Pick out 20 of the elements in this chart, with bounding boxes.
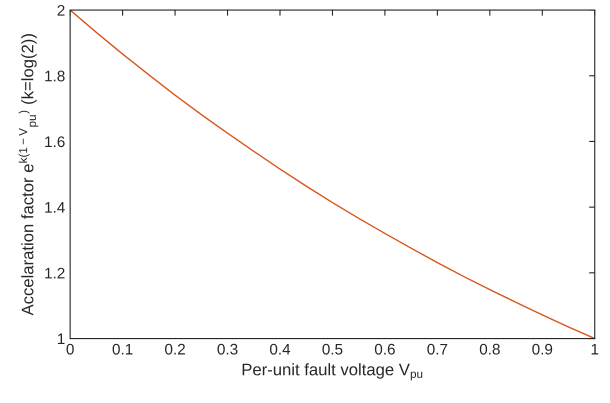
x-tick-label: 0.9 xyxy=(532,344,552,355)
x-tick-label: 0.6 xyxy=(374,344,395,355)
x-tick-label: 0.8 xyxy=(480,344,500,355)
y-tick-label: 1.2 xyxy=(45,268,65,278)
y-tick-label: 1 xyxy=(58,334,65,344)
x-tick-label: 1 xyxy=(592,344,598,354)
line-series xyxy=(70,10,595,339)
y-tick-label: 1.4 xyxy=(45,202,65,213)
x-tick-label: 0.7 xyxy=(427,344,448,355)
x-tick-label: 0 xyxy=(66,344,74,355)
y-axis-title: Accelaration factor e$^{k(1−V}$$_{pu}$$^{)}$ (k=log(2)) xyxy=(18,34,38,316)
y-tick-label: 1.8 xyxy=(45,70,65,82)
x-tick-label: 0.1 xyxy=(112,344,132,355)
x-tick-label: 0.3 xyxy=(218,344,238,355)
x-tick-label: 0.2 xyxy=(165,344,185,355)
y-tick-label: 2 xyxy=(58,4,65,16)
x-tick-label: 0.5 xyxy=(322,344,342,355)
y-tick-label: 1.6 xyxy=(45,136,65,148)
x-axis-title: Per-unit fault voltage V$_{pu}$ xyxy=(242,363,422,380)
x-tick-label: 0.4 xyxy=(270,344,290,355)
